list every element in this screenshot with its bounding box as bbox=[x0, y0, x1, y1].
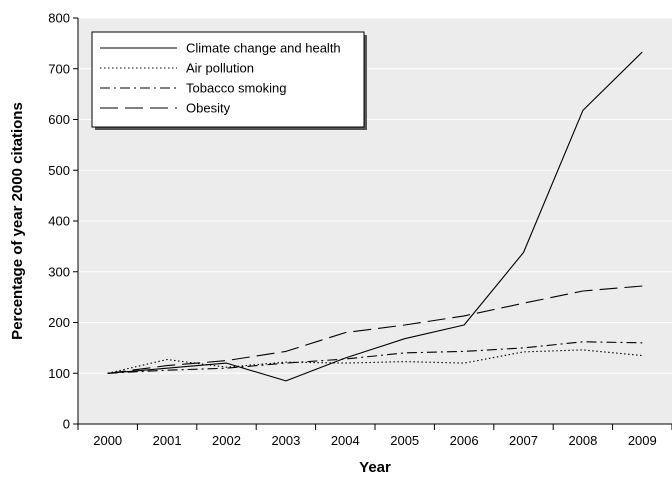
legend-label-0: Climate change and health bbox=[186, 41, 341, 56]
x-axis-label: Year bbox=[359, 459, 391, 476]
y-tick-label: 200 bbox=[48, 315, 70, 330]
series-line-2 bbox=[107, 341, 643, 374]
x-tick-label: 2002 bbox=[212, 433, 241, 448]
y-tick-label: 300 bbox=[48, 264, 70, 279]
x-tick-label: 2003 bbox=[271, 433, 300, 448]
x-tick-label: 2007 bbox=[509, 433, 538, 448]
x-tick-label: 2001 bbox=[153, 433, 182, 448]
x-tick-label: 2000 bbox=[93, 433, 122, 448]
y-tick-label: 700 bbox=[48, 61, 70, 76]
x-tick-label: 2006 bbox=[450, 433, 479, 448]
y-tick-label: 600 bbox=[48, 112, 70, 127]
legend: Climate change and health Air pollution To… bbox=[91, 31, 367, 130]
x-tick-label: 2004 bbox=[331, 433, 360, 448]
y-tick-label: 0 bbox=[63, 417, 70, 432]
series-lines bbox=[107, 51, 643, 382]
series-line-0 bbox=[107, 51, 643, 382]
legend-label-1: Air pollution bbox=[186, 61, 254, 76]
y-tick-label: 400 bbox=[48, 214, 70, 229]
legend-label-3: Obesity bbox=[186, 101, 231, 116]
y-tick-label: 800 bbox=[48, 11, 70, 26]
gridlines bbox=[78, 17, 672, 374]
series-line-1 bbox=[107, 349, 643, 374]
legend-label-2: Tobacco smoking bbox=[186, 81, 286, 96]
series-line-3 bbox=[107, 285, 643, 374]
y-axis-ticks: 0 100 200 300 400 500 600 700 800 bbox=[48, 11, 78, 432]
y-axis-label: Percentage of year 2000 citations bbox=[9, 102, 26, 340]
x-axis-ticks: 2000 2001 2002 2003 2004 2005 2006 2007 2008 2009 bbox=[77, 424, 672, 448]
x-tick-label: 2009 bbox=[628, 433, 657, 448]
x-tick-label: 2005 bbox=[390, 433, 419, 448]
y-tick-label: 100 bbox=[48, 366, 70, 381]
y-tick-label: 500 bbox=[48, 163, 70, 178]
x-tick-label: 2008 bbox=[568, 433, 597, 448]
